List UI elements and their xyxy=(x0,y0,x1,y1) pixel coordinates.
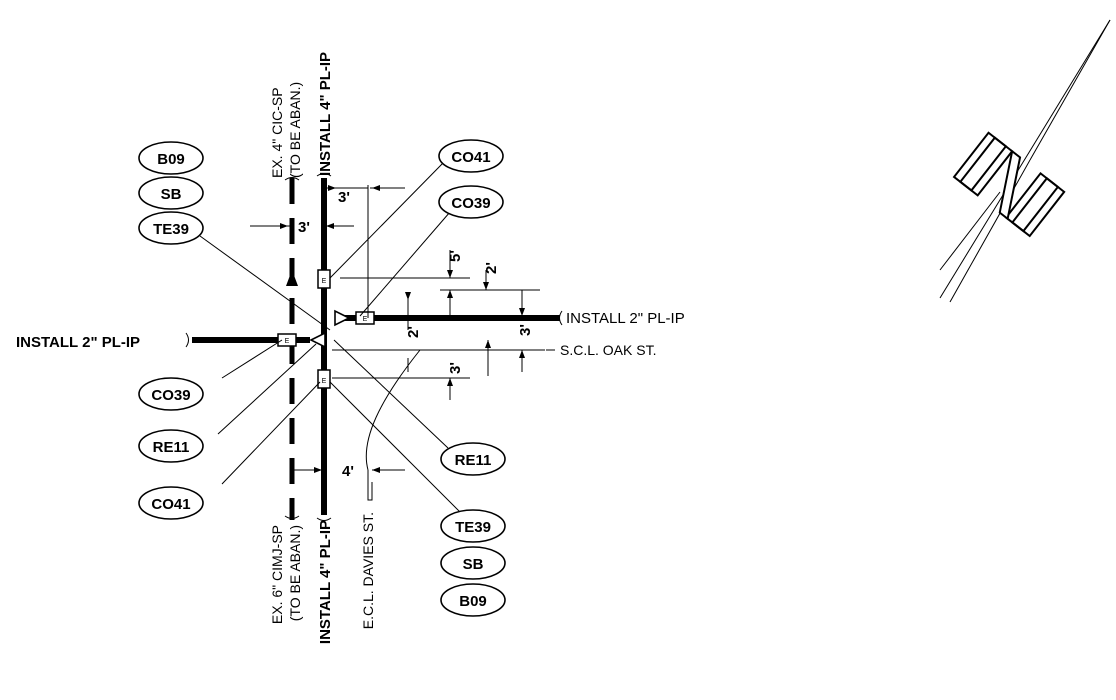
dimension-label: 3' xyxy=(517,324,534,336)
fitting-label: E xyxy=(322,378,327,385)
ex-4in-cic-abandon-label: (TO BE ABAN.) xyxy=(287,82,303,178)
pipe-end-cap-icon xyxy=(316,173,332,177)
dimension-label: 2' xyxy=(405,326,422,338)
dimension-label: 3' xyxy=(298,219,310,236)
bubble-left-re11: RE11 xyxy=(138,429,204,463)
dimension-mid-3ft xyxy=(250,223,354,229)
pipe-end-cap-icon xyxy=(284,177,300,181)
bubble-label: CO39 xyxy=(151,387,190,404)
install-4in-bottom-label: INSTALL 4" PL-IP xyxy=(317,520,334,644)
dimension-label: 4' xyxy=(342,463,354,480)
vertical-dimension-lines xyxy=(332,250,540,400)
dimension-bottom-4ft xyxy=(290,467,405,473)
dimension-label: 3' xyxy=(447,362,464,374)
install-4in-top-label: INSTALL 4" PL-IP xyxy=(317,52,334,176)
dimension-label: 5' xyxy=(447,250,464,262)
bubble-right-re11: RE11 xyxy=(440,442,506,476)
pipe-end-cap-icon xyxy=(559,310,563,326)
bubble-label: TE39 xyxy=(455,519,491,536)
bubble-label: CO41 xyxy=(151,496,190,513)
bubble-left-b09: B09 xyxy=(138,141,204,175)
fitting-coupling: E xyxy=(317,369,331,389)
pipe-end-cap-icon xyxy=(316,517,332,521)
bubble-label: RE11 xyxy=(153,439,190,456)
bubble-label: B09 xyxy=(459,593,487,610)
flow-arrow-icon xyxy=(286,270,298,286)
curb-line-lower xyxy=(367,470,373,501)
pipe-end-cap-icon xyxy=(185,332,189,348)
fitting-label: E xyxy=(285,338,290,345)
bubble-label: B09 xyxy=(157,151,185,168)
bubble-right-co39: CO39 xyxy=(438,185,504,219)
reducer-left-icon xyxy=(309,331,326,349)
curb-return-curve xyxy=(365,349,421,471)
ex-6in-cimj-label: EX. 6" CIMJ-SP xyxy=(269,525,285,624)
dimension-label: 3' xyxy=(338,189,350,206)
ecl-davies-st-label: E.C.L. DAVIES ST. xyxy=(360,512,376,629)
north-arrow-icon xyxy=(939,19,1111,303)
scl-oak-st-label: S.C.L. OAK ST. xyxy=(560,342,656,358)
bubble-right-te39: TE39 xyxy=(440,509,506,543)
bubble-left-co39: CO39 xyxy=(138,377,204,411)
bubble-right-b09: B09 xyxy=(440,583,506,617)
ex-6in-cimj-abandon-label: (TO BE ABAN.) xyxy=(287,525,303,621)
leader-lines xyxy=(199,161,463,515)
ex-4in-cic-label: EX. 4" CIC-SP xyxy=(269,87,285,178)
install-2in-left-label: INSTALL 2" PL-IP xyxy=(16,334,140,351)
bubble-label: CO39 xyxy=(451,195,490,212)
bubble-left-co41: CO41 xyxy=(138,486,204,520)
bubble-label: SB xyxy=(463,556,484,573)
bubble-left-te39: TE39 xyxy=(138,211,204,245)
bubble-label: TE39 xyxy=(153,221,189,238)
fitting-label: E xyxy=(363,316,368,323)
pipe-end-cap-icon xyxy=(284,515,300,519)
fitting-coupling: E xyxy=(317,269,331,289)
dimension-label: 2' xyxy=(483,262,500,274)
bubble-right-sb: SB xyxy=(440,546,506,580)
bubble-label: SB xyxy=(161,186,182,203)
fitting-coupling: E xyxy=(277,333,297,347)
bubble-left-sb: SB xyxy=(138,176,204,210)
install-2in-right-label: INSTALL 2" PL-IP xyxy=(566,310,685,327)
bubble-label: CO41 xyxy=(451,149,490,166)
bubble-label: RE11 xyxy=(455,452,492,469)
reducer-right-icon xyxy=(334,309,351,327)
fitting-label: E xyxy=(322,278,327,285)
bubble-right-co41: CO41 xyxy=(438,139,504,173)
dimension-top-3ft xyxy=(324,185,405,191)
fitting-coupling: E xyxy=(355,311,375,325)
